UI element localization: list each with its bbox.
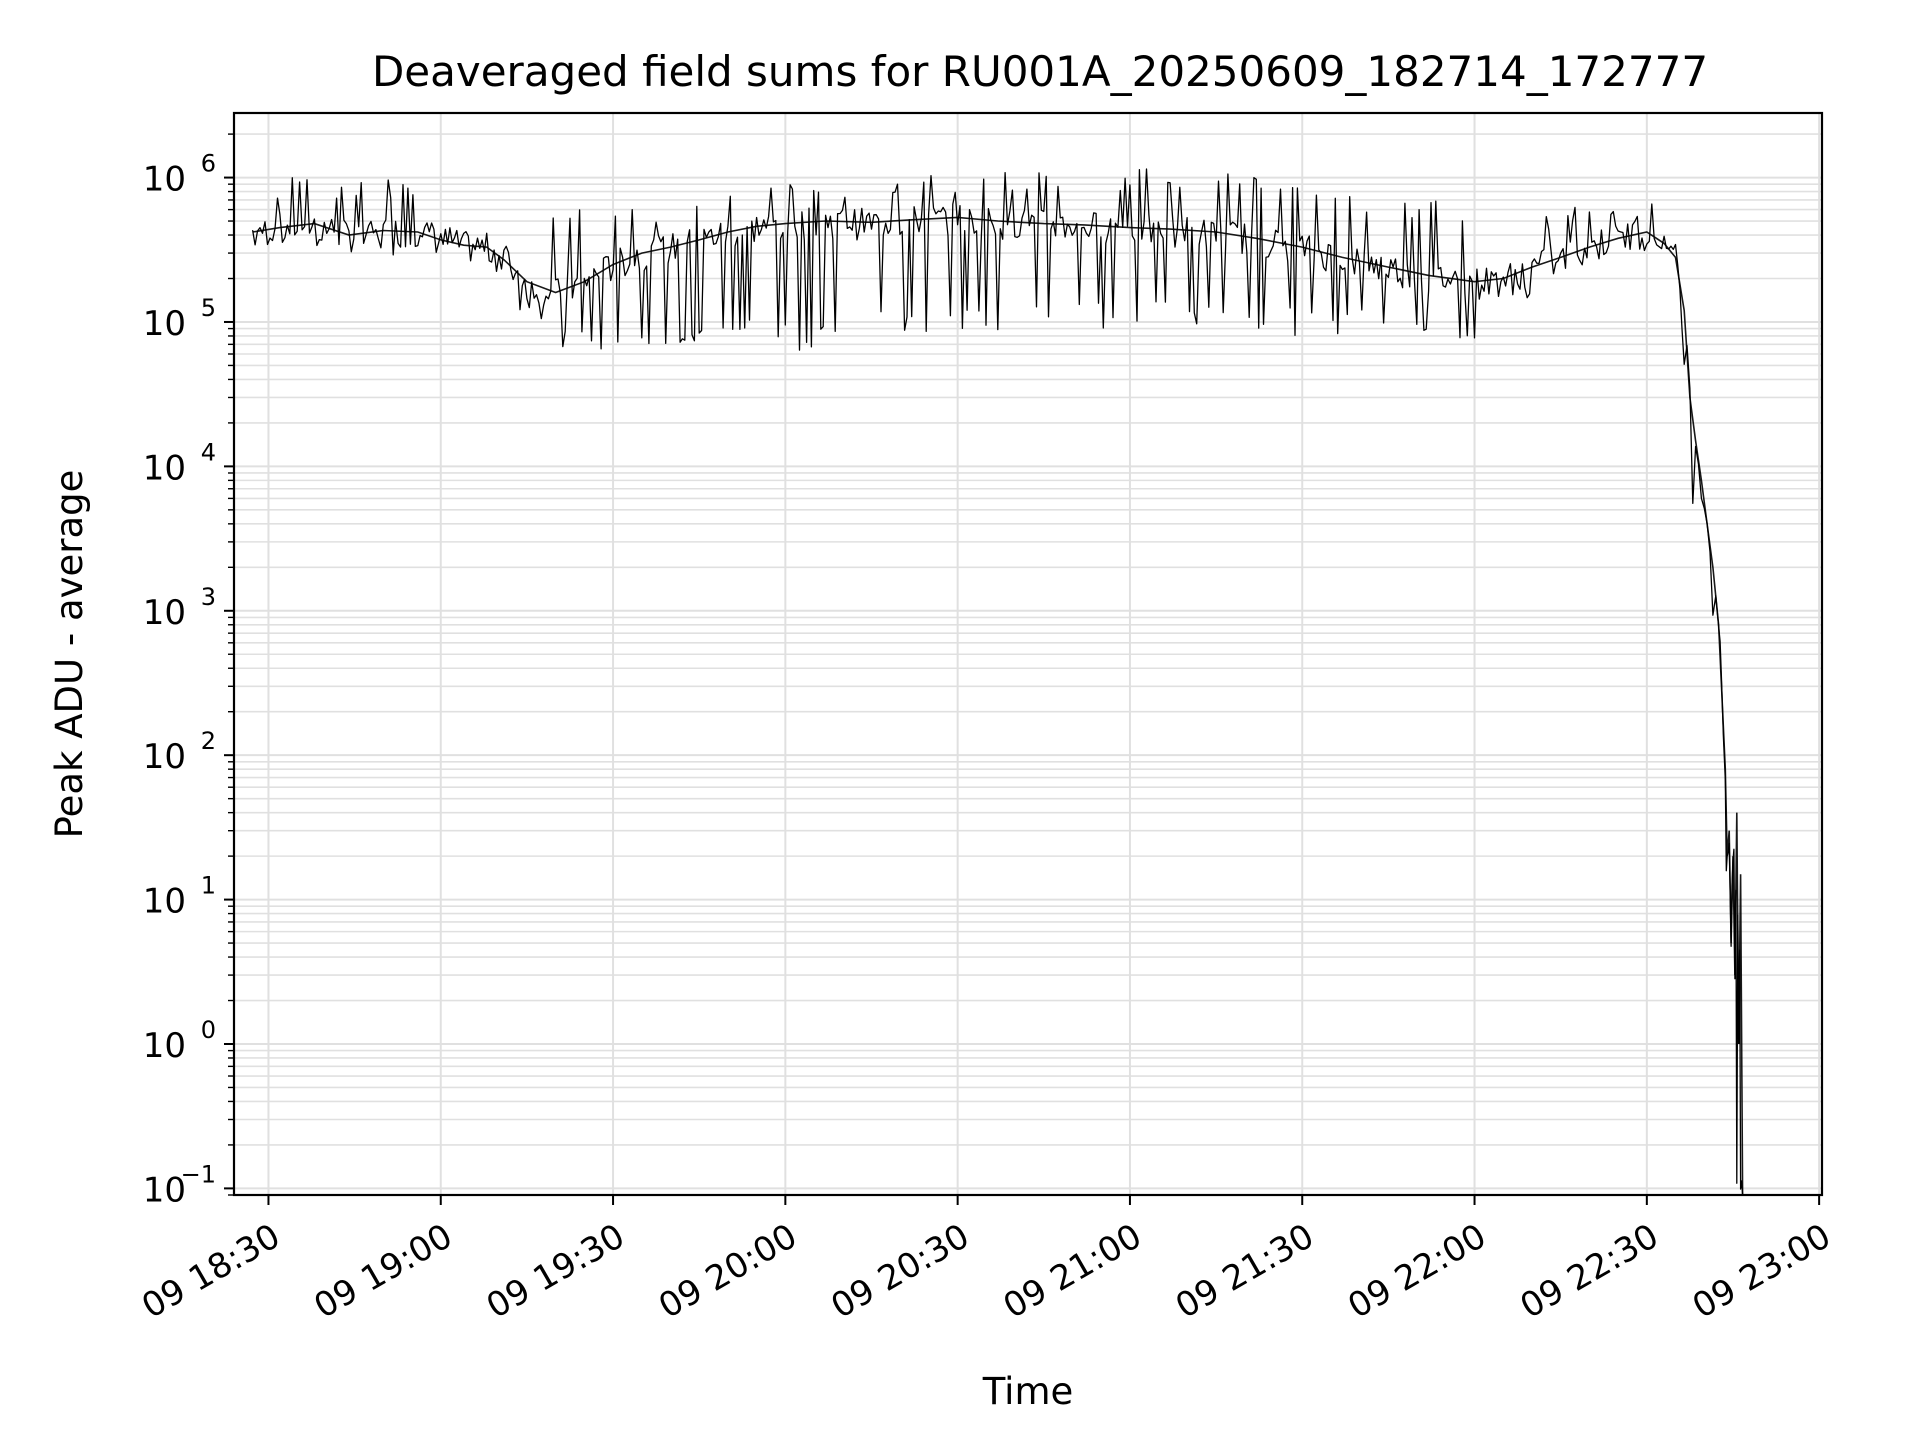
y-tick-base: 10 bbox=[143, 1170, 186, 1210]
y-tick-base: 10 bbox=[143, 304, 186, 344]
series-line bbox=[252, 216, 1744, 1196]
y-tick-label: 10 bbox=[143, 448, 186, 488]
noise-band-layer bbox=[251, 168, 1744, 1196]
y-tick-exponent: 4 bbox=[201, 438, 216, 466]
x-tick-label: 09 19:30 bbox=[480, 1216, 632, 1327]
y-tick-exponent: 1 bbox=[201, 872, 216, 900]
y-tick-label: 10 bbox=[143, 304, 186, 344]
x-ticks: 09 18:30 09 19:00 09 19:30 09 20:00 09 20:30… bbox=[135, 1195, 1838, 1327]
y-tick-base: 10 bbox=[143, 737, 186, 777]
y-tick-label: 10 bbox=[143, 593, 186, 633]
y-tick-exponent: 0 bbox=[201, 1016, 216, 1044]
y-axis-label: Peak ADU - average bbox=[48, 470, 91, 839]
x-tick-label: 09 21:30 bbox=[1169, 1216, 1321, 1327]
y-tick-base: 10 bbox=[143, 593, 186, 633]
x-tick-label: 09 22:30 bbox=[1514, 1216, 1666, 1327]
y-tick-base: 10 bbox=[143, 1026, 186, 1066]
y-tick-label: 10 bbox=[143, 1170, 186, 1210]
y-tick-exponent: 5 bbox=[201, 294, 216, 322]
y-tick-base: 10 bbox=[143, 160, 186, 200]
y-tick-label: 10 bbox=[143, 882, 186, 922]
series-trace bbox=[251, 168, 1744, 1196]
x-tick-label: 09 18:30 bbox=[135, 1216, 287, 1327]
x-axis-label: Time bbox=[982, 1370, 1074, 1413]
y-tick-exponent: 3 bbox=[201, 583, 216, 611]
y-tick-exponent: 6 bbox=[201, 150, 216, 178]
grid-layer bbox=[234, 113, 1822, 1196]
x-tick-label: 09 20:00 bbox=[652, 1216, 804, 1327]
series-line-layer bbox=[252, 216, 1744, 1196]
y-tick-exponent: −1 bbox=[181, 1160, 216, 1188]
x-tick-label: 09 20:30 bbox=[824, 1216, 976, 1327]
y-tick-label: 10 bbox=[143, 737, 186, 777]
x-tick-label: 09 19:00 bbox=[308, 1216, 460, 1327]
y-tick-label: 10 bbox=[143, 160, 186, 200]
y-tick-base: 10 bbox=[143, 882, 186, 922]
x-tick-label: 09 21:00 bbox=[997, 1216, 1149, 1327]
x-tick-label: 09 23:00 bbox=[1686, 1216, 1838, 1327]
x-tick-label: 09 22:00 bbox=[1341, 1216, 1493, 1327]
y-tick-exponent: 2 bbox=[201, 727, 216, 755]
chart-title: Deaveraged field sums for RU001A_2025060… bbox=[372, 47, 1708, 96]
y-tick-label: 10 bbox=[143, 1026, 186, 1066]
y-tick-base: 10 bbox=[143, 448, 186, 488]
